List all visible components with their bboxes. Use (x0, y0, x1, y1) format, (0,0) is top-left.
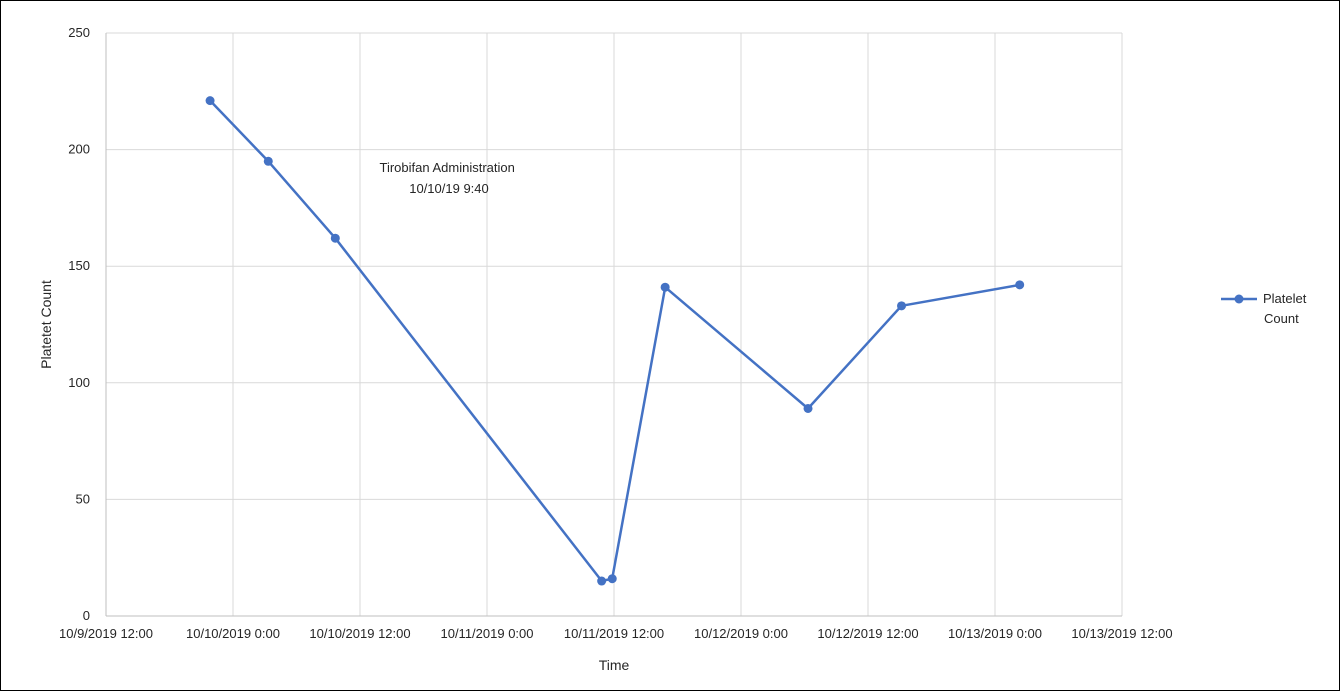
x-tick-label: 10/12/2019 0:00 (694, 626, 788, 641)
tirofiban-annotation: Tirobifan Administration 10/10/19 9:40 (380, 160, 519, 196)
data-point (607, 574, 617, 584)
y-tick-label: 50 (76, 491, 90, 506)
x-tick-label: 10/13/2019 12:00 (1071, 626, 1172, 641)
tick-labels: 0 50 100 150 200 250 10/9/2019 12:00 10/10/2019… (59, 25, 1173, 641)
series-line (209, 99, 1020, 583)
data-point (263, 156, 273, 166)
data-point (803, 403, 813, 413)
annotation-line-1: Tirobifan Administration (380, 160, 515, 175)
data-point (330, 233, 340, 243)
legend: Platelet Count (1221, 291, 1307, 326)
legend-marker (1234, 294, 1244, 304)
axes (105, 33, 1122, 617)
x-tick-label: 10/10/2019 12:00 (309, 626, 410, 641)
legend-label: Platelet Count (1263, 291, 1307, 326)
y-axis-title: Platetet Count (38, 280, 54, 369)
data-point (897, 301, 907, 311)
gridlines (106, 32, 1123, 616)
x-tick-label: 10/11/2019 12:00 (564, 626, 664, 641)
y-tick-label: 200 (68, 142, 90, 157)
series-platelet-count (205, 96, 1025, 586)
x-tick-label: 10/9/2019 12:00 (59, 626, 153, 641)
x-tick-label: 10/10/2019 0:00 (186, 626, 280, 641)
data-point (1015, 280, 1025, 290)
data-point (597, 576, 607, 586)
y-tick-label: 250 (68, 25, 90, 40)
x-tick-label: 10/13/2019 0:00 (948, 626, 1042, 641)
y-tick-label: 150 (68, 258, 90, 273)
annotation-line-2: 10/10/19 9:40 (409, 181, 489, 196)
x-tick-label: 10/12/2019 12:00 (817, 626, 918, 641)
x-tick-label: 10/11/2019 0:00 (440, 626, 533, 641)
x-axis-title: Time (599, 657, 630, 673)
y-tick-label: 0 (83, 608, 90, 623)
data-point (660, 282, 670, 292)
data-point (205, 96, 215, 106)
y-tick-label: 100 (68, 375, 90, 390)
